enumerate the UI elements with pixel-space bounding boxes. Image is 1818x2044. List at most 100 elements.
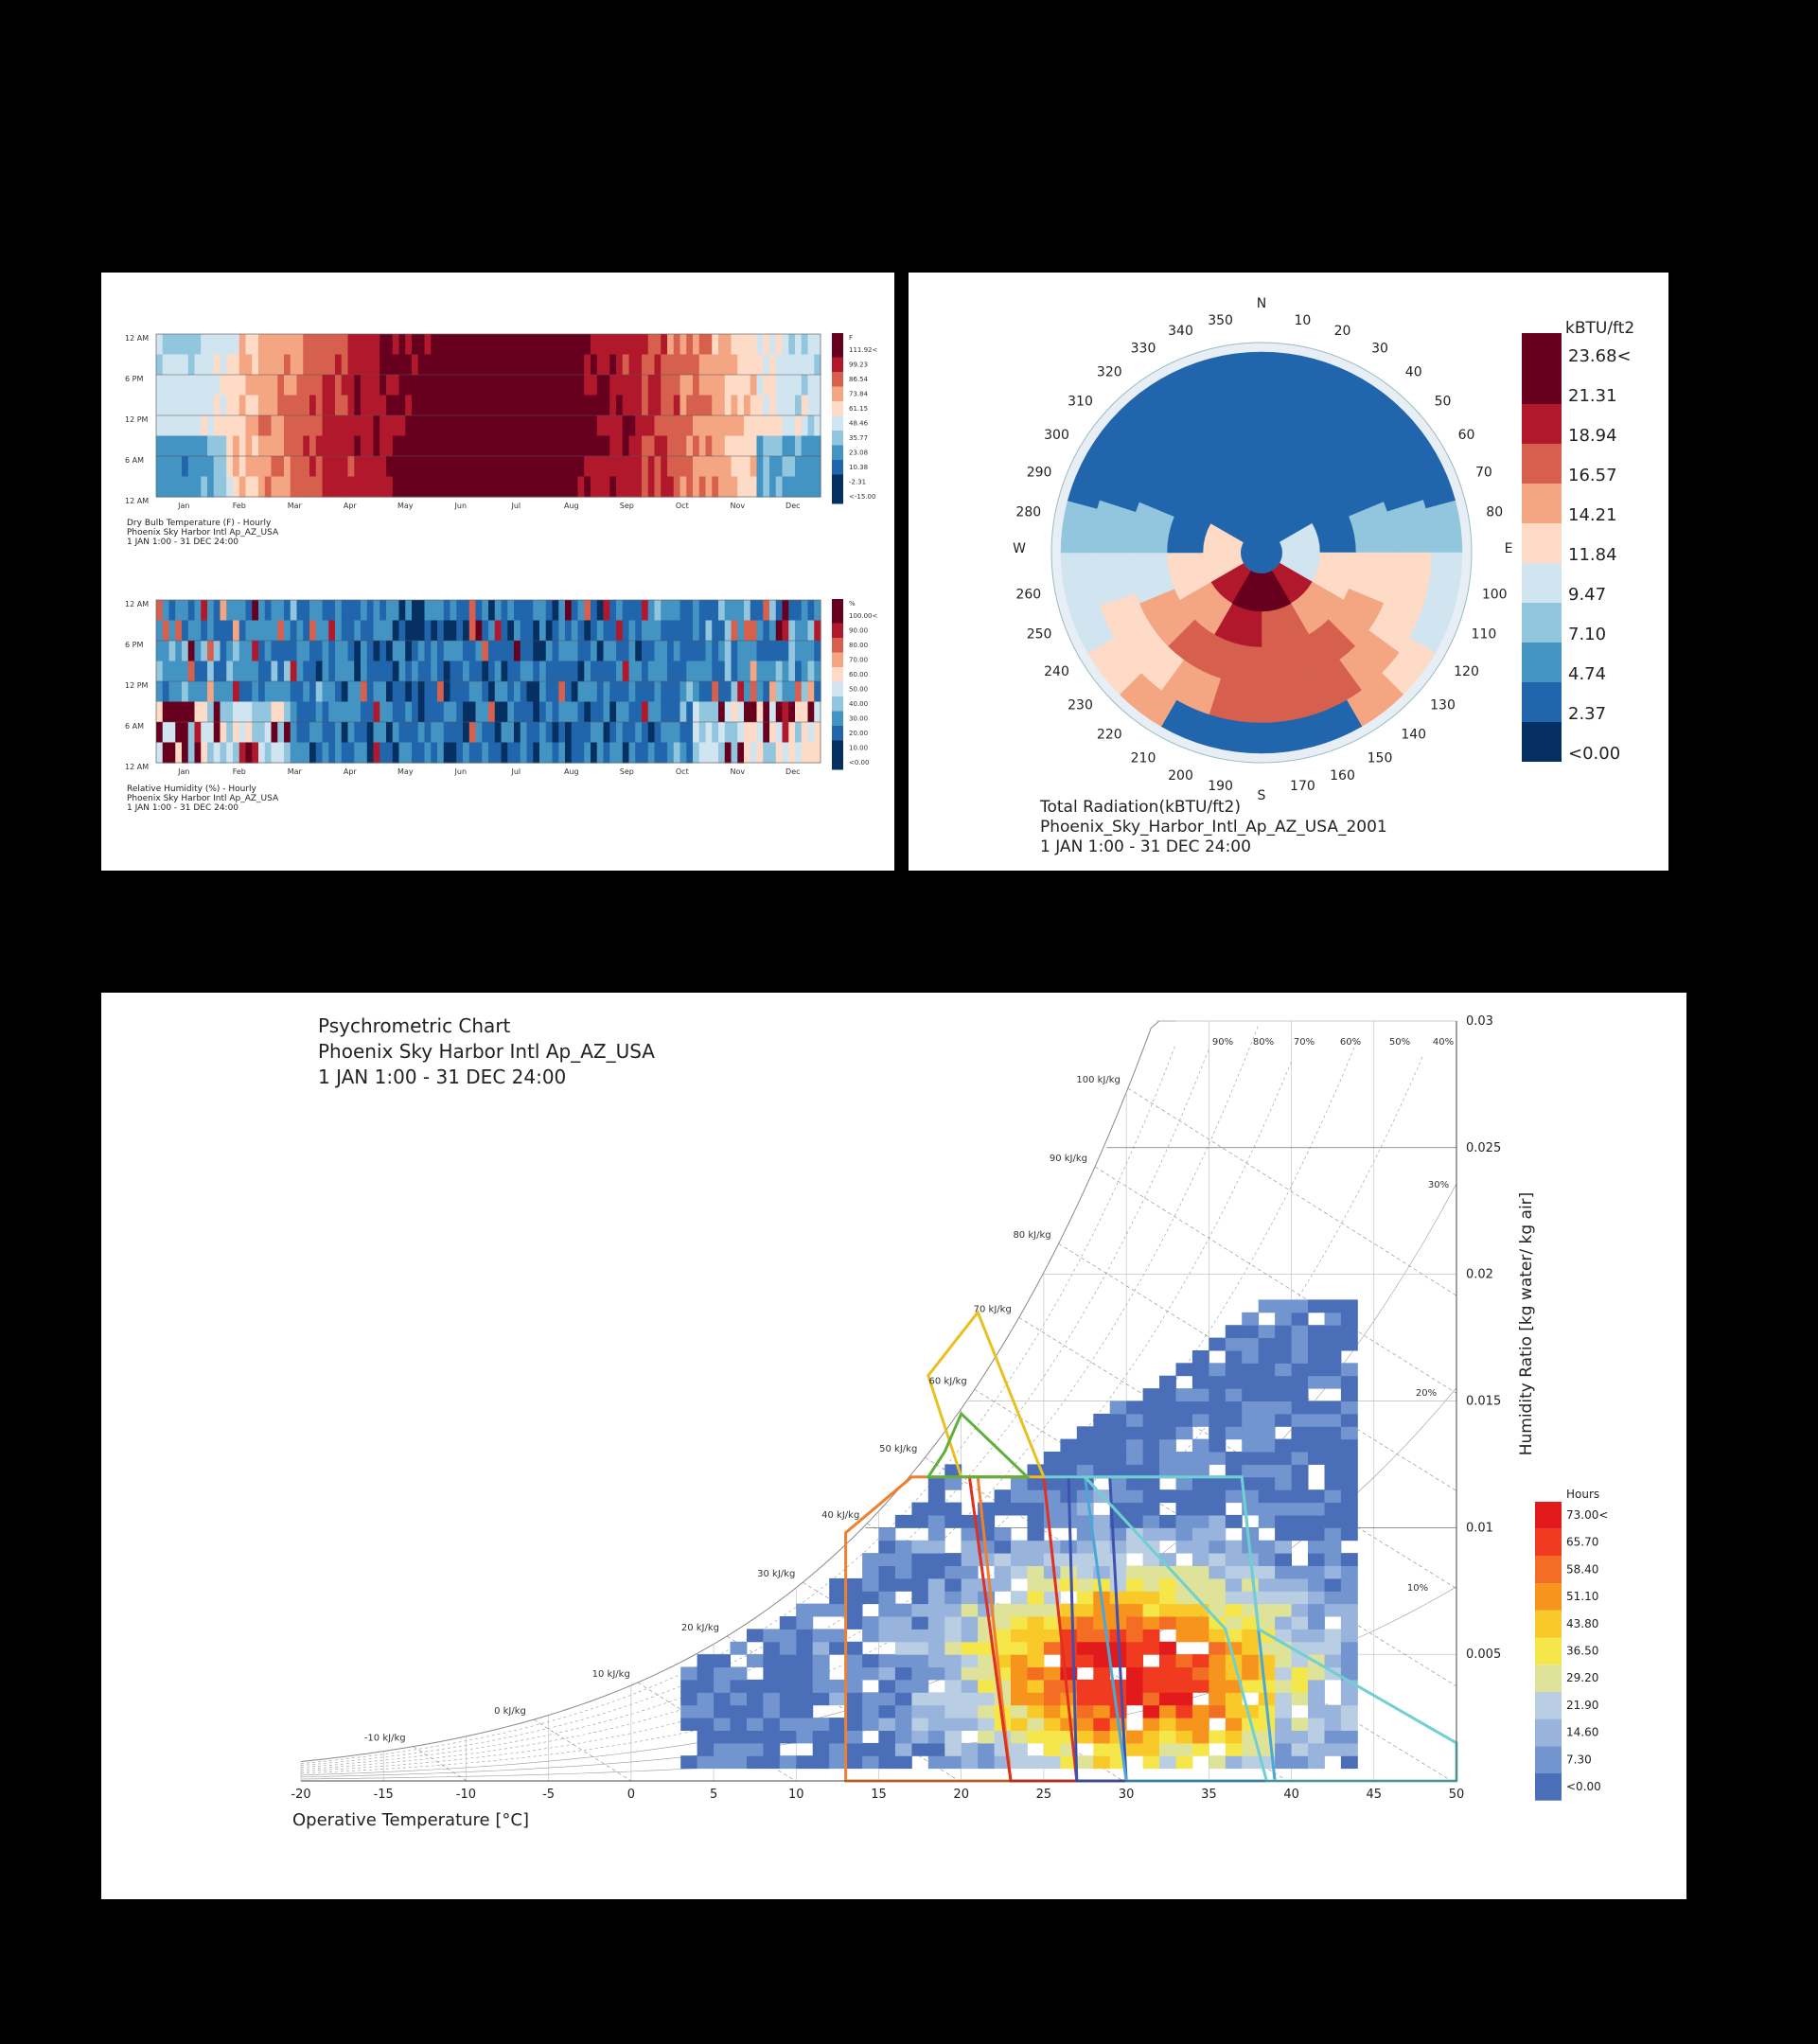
heat-cell <box>156 641 164 662</box>
heat-cell <box>642 456 649 478</box>
heat-cell <box>488 742 496 764</box>
heat-cell <box>698 681 707 703</box>
psy-cell <box>927 1527 945 1542</box>
heat-cell <box>168 742 176 764</box>
heat-cell <box>712 354 719 376</box>
heat-cell <box>731 681 738 703</box>
legend-label: 111.92< <box>849 346 877 354</box>
heat-cell <box>744 681 751 703</box>
heat-cell <box>252 476 259 498</box>
heat-cell <box>226 681 234 703</box>
psy-cell <box>747 1692 764 1706</box>
heat-cell <box>417 354 426 376</box>
heat-cell <box>514 476 521 498</box>
psy-cell <box>1225 1401 1243 1415</box>
heat-cell <box>309 476 317 498</box>
psy-cell <box>1291 1502 1309 1516</box>
heat-cell <box>322 681 329 703</box>
heat-cell <box>322 354 329 376</box>
heat-cell <box>238 701 247 723</box>
heat-cell <box>328 435 336 457</box>
heat-cell <box>737 681 745 703</box>
legend-swatch <box>1535 1637 1562 1665</box>
psy-cell <box>1191 1666 1209 1681</box>
heat-cell <box>795 742 803 764</box>
psy-cell <box>1175 1363 1193 1377</box>
heat-cell <box>379 354 387 376</box>
psy-cell <box>1126 1654 1143 1668</box>
psy-cell <box>1225 1755 1243 1770</box>
heat-cell <box>545 456 554 478</box>
heat-cell <box>807 395 815 416</box>
psy-cell <box>1291 1755 1309 1770</box>
psy-cell <box>1076 1540 1094 1554</box>
psy-cell <box>978 1742 996 1756</box>
heat-cell <box>398 641 406 662</box>
heat-cell <box>373 456 380 478</box>
psy-cell <box>911 1742 929 1756</box>
heat-cell <box>194 641 202 662</box>
psy-cell <box>1209 1438 1227 1453</box>
heat-cell <box>431 354 438 376</box>
heat-cell <box>315 641 324 662</box>
heat-cell <box>373 354 380 376</box>
heat-cell <box>494 742 503 764</box>
x-tick: Aug <box>564 767 579 776</box>
psy-cell <box>779 1730 797 1744</box>
heat-cell <box>482 620 489 642</box>
heat-cell <box>264 456 273 478</box>
azimuth-label: 310 <box>1068 394 1093 409</box>
heat-cell <box>693 415 700 437</box>
psy-cell <box>961 1679 979 1693</box>
heat-cell <box>814 661 821 682</box>
psy-cell <box>1043 1679 1061 1693</box>
enthalpy-line <box>1127 1087 1457 1296</box>
psy-cell <box>779 1755 797 1770</box>
heat-cell <box>801 681 809 703</box>
heat-cell <box>392 681 400 703</box>
heat-cell <box>456 722 464 744</box>
heat-cell <box>315 661 324 682</box>
psy-cell <box>1109 1476 1127 1490</box>
heat-cell <box>488 375 496 396</box>
azimuth-label: 80 <box>1486 505 1503 520</box>
heat-cell <box>284 681 291 703</box>
heat-cell <box>475 375 483 396</box>
heat-cell <box>392 456 400 478</box>
x-tick: 10 <box>788 1788 804 1802</box>
heat-cell <box>264 334 273 356</box>
heat-cell <box>347 600 355 622</box>
psy-cell <box>1159 1742 1176 1756</box>
enthalpy-label: 70 kJ/kg <box>974 1304 1012 1314</box>
legend-swatch <box>1535 1502 1562 1529</box>
psy-cell <box>845 1755 863 1770</box>
heat-cell <box>277 661 285 682</box>
heat-cell <box>187 456 196 478</box>
heat-cell <box>450 641 457 662</box>
heat-cell <box>769 661 777 682</box>
psy-cell <box>1060 1452 1078 1465</box>
x-tick: Feb <box>233 767 246 776</box>
heat-cell <box>392 701 400 723</box>
heat-cell <box>712 395 719 416</box>
psy-cell <box>1126 1629 1143 1643</box>
heat-cell <box>201 395 208 416</box>
y-tick: 0.02 <box>1466 1268 1493 1282</box>
heat-cell <box>277 641 285 662</box>
radiation-rose-svg: 1020304050607080100110120130140150160170… <box>1013 296 1634 856</box>
psy-cell <box>1076 1654 1094 1668</box>
heat-cell <box>763 395 770 416</box>
psy-cell <box>1076 1452 1094 1465</box>
heat-cell <box>596 742 605 764</box>
psy-cell <box>1275 1413 1292 1427</box>
psy-cell <box>845 1704 863 1718</box>
psy-cell <box>1109 1413 1127 1427</box>
psy-cell <box>747 1730 764 1744</box>
heat-cell <box>233 456 240 478</box>
heat-cell <box>673 415 681 437</box>
heat-cell <box>565 375 573 396</box>
heat-cell <box>156 701 164 723</box>
heat-cell <box>450 415 457 437</box>
rh-caption-2: Phoenix Sky Harbor Intl Ap_AZ_USA <box>127 794 279 803</box>
